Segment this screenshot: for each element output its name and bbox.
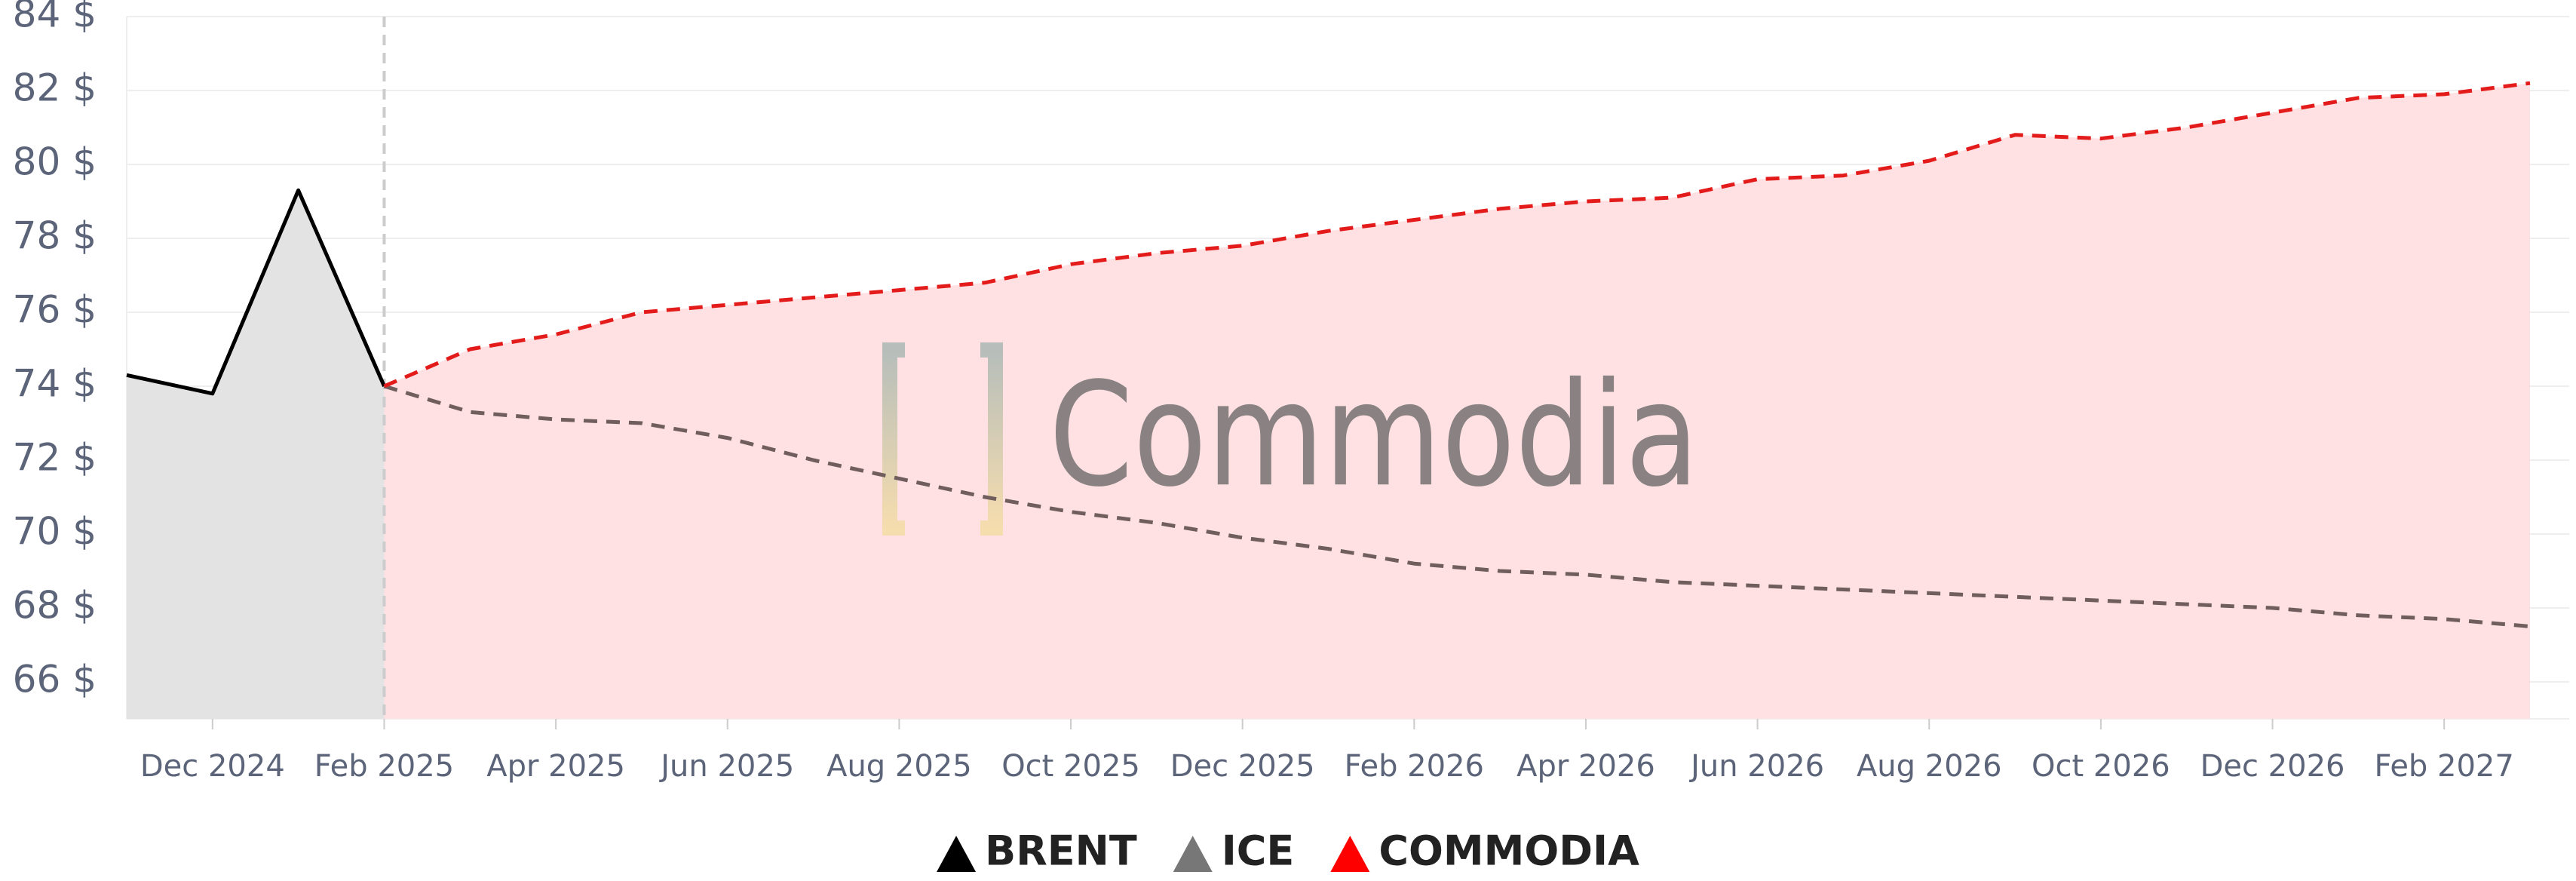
x-tick-label: Oct 2025 bbox=[1001, 749, 1140, 784]
x-tick-label: Apr 2026 bbox=[1516, 749, 1655, 784]
x-tick-label: Feb 2025 bbox=[314, 749, 454, 784]
legend-item: ICE bbox=[1173, 827, 1295, 875]
x-tick-label: Aug 2025 bbox=[826, 749, 972, 784]
area bbox=[127, 190, 385, 720]
y-tick-label: 80 $ bbox=[13, 140, 97, 184]
x-tick-label: Oct 2026 bbox=[2032, 749, 2170, 784]
line bbox=[383, 384, 2531, 628]
legend-swatch bbox=[1330, 836, 1370, 872]
legend-label: ICE bbox=[1222, 827, 1295, 875]
areas bbox=[127, 17, 2530, 720]
y-tick-label: 66 $ bbox=[13, 658, 97, 701]
x-tick-label: Dec 2026 bbox=[2200, 749, 2345, 784]
x-tick-label: Aug 2026 bbox=[1857, 749, 2002, 784]
y-tick-label: 70 $ bbox=[13, 510, 97, 554]
legend-swatch bbox=[937, 836, 977, 872]
x-tick-label: Dec 2024 bbox=[140, 749, 285, 784]
y-tick-label: 72 $ bbox=[13, 436, 97, 480]
legend-swatch bbox=[1173, 836, 1213, 872]
area bbox=[384, 83, 2530, 719]
x-tick-label: Feb 2026 bbox=[1345, 749, 1484, 784]
y-tick-label: 78 $ bbox=[13, 214, 97, 258]
x-tick-label: Dec 2025 bbox=[1170, 749, 1315, 784]
legend-item: COMMODIA bbox=[1330, 827, 1639, 875]
legend-item: BRENT bbox=[937, 827, 1137, 875]
line bbox=[126, 188, 386, 396]
legend-label: BRENT bbox=[985, 827, 1137, 875]
y-tick-label: 68 $ bbox=[13, 584, 97, 628]
watermark: Commodia bbox=[1049, 351, 1699, 518]
lines bbox=[126, 81, 2531, 628]
x-tick-label: Feb 2027 bbox=[2375, 749, 2514, 784]
x-tick-label: Jun 2026 bbox=[1688, 749, 1824, 784]
y-tick-label: 76 $ bbox=[13, 288, 97, 332]
legend-label: COMMODIA bbox=[1378, 827, 1639, 875]
line bbox=[383, 81, 2531, 388]
y-tick-label: 84 $ bbox=[13, 0, 97, 36]
y-tick-label: 74 $ bbox=[13, 362, 97, 406]
axes: 66 $ 68 $ 70 $ 72 $ 74 $ 76 $ 78 $ 80 $ 82 $ 84 $… bbox=[13, 0, 2514, 784]
x-tick-label: Jun 2025 bbox=[658, 749, 794, 784]
y-tick-label: 82 $ bbox=[13, 66, 97, 110]
watermark-logo bbox=[882, 342, 1003, 536]
x-tick-label: Apr 2025 bbox=[486, 749, 625, 784]
legend: BRENT ICE COMMODIA bbox=[937, 827, 1639, 875]
